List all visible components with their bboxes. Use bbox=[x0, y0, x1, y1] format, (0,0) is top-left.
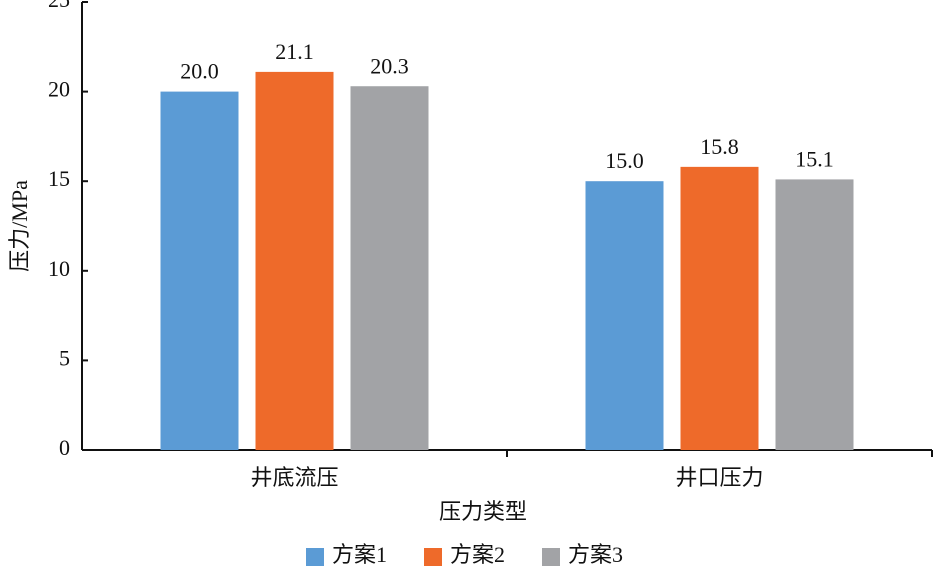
value-label: 20.0 bbox=[180, 59, 219, 84]
value-label: 15.8 bbox=[700, 134, 739, 159]
legend-label: 方案3 bbox=[568, 542, 623, 567]
x-tick-label: 井口压力 bbox=[675, 465, 763, 490]
legend-swatch bbox=[424, 548, 442, 566]
value-label: 15.1 bbox=[795, 146, 834, 171]
legend-swatch bbox=[306, 548, 324, 566]
y-tick-label: 25 bbox=[48, 0, 70, 12]
y-axis-label: 压力/MPa bbox=[7, 180, 32, 272]
x-tick-label: 井底流压 bbox=[250, 465, 338, 490]
y-tick-label: 15 bbox=[48, 166, 70, 191]
bar bbox=[775, 179, 854, 450]
y-tick-label: 5 bbox=[59, 345, 70, 370]
y-tick-label: 20 bbox=[48, 77, 70, 102]
value-label: 15.0 bbox=[605, 148, 644, 173]
bar bbox=[585, 181, 664, 450]
y-tick-label: 10 bbox=[48, 256, 70, 281]
value-label: 20.3 bbox=[370, 53, 409, 78]
bar bbox=[160, 91, 239, 450]
x-axis-label: 压力类型 bbox=[439, 499, 527, 524]
bar bbox=[680, 166, 759, 450]
legend-swatch bbox=[542, 548, 560, 566]
y-tick-label: 0 bbox=[59, 435, 70, 460]
value-label: 21.1 bbox=[275, 39, 314, 64]
bar bbox=[350, 86, 429, 450]
bar bbox=[255, 71, 334, 450]
legend-label: 方案2 bbox=[450, 542, 505, 567]
legend-label: 方案1 bbox=[332, 542, 387, 567]
